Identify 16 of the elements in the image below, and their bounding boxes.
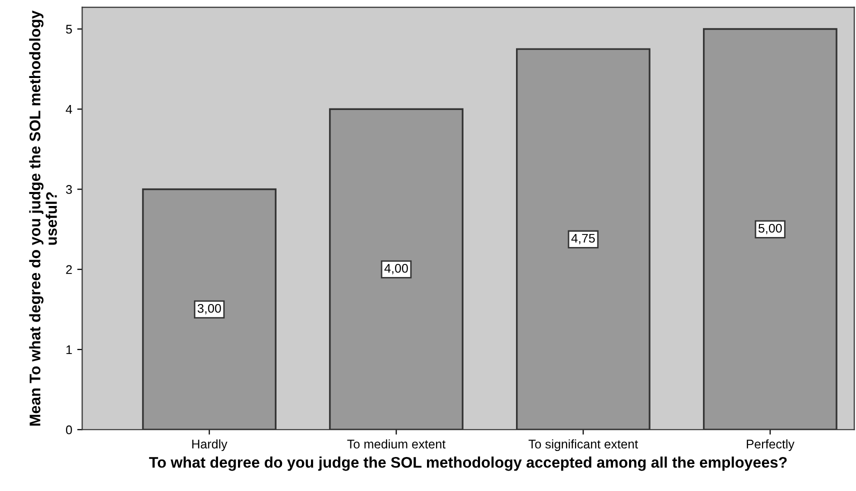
x-tick-label: Hardly (192, 439, 228, 451)
data-label: 4,00 (384, 264, 408, 274)
y-tick-label: 5 (66, 24, 72, 34)
y-tick-label: 4 (66, 105, 72, 114)
y-tick-label: 2 (66, 265, 72, 274)
data-label: 5,00 (758, 224, 782, 234)
data-label: 4,75 (571, 234, 595, 244)
y-tick-label: 1 (66, 345, 72, 354)
x-tick-label: Perfectly (746, 439, 794, 451)
y-axis-title: Mean To what degree do you judge the SOL methodology useful? (29, 10, 57, 426)
y-tick-label: 3 (66, 185, 72, 194)
x-tick-label: To medium extent (347, 439, 446, 449)
data-label: 3,00 (198, 304, 221, 314)
x-tick-label: To significant extent (528, 439, 638, 451)
y-tick-label: 0 (66, 425, 72, 434)
x-axis-title: To what degree do you judge the SOL methodology accepted among all the employees? (149, 456, 787, 471)
